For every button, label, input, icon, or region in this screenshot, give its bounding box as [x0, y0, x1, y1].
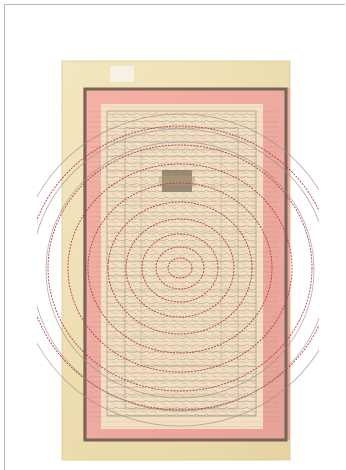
- paper-label: [110, 66, 134, 82]
- manuscript-text-body: [106, 110, 257, 417]
- manuscript-row-lines: [108, 140, 255, 397]
- central-ornament: [162, 170, 192, 192]
- red-concentric-spiral: [37, 125, 319, 411]
- outer-dark-frame: [83, 87, 288, 442]
- outer-gray-circles: [37, 113, 319, 427]
- side-text-bands: [89, 110, 278, 422]
- ornament-shadow: [159, 176, 195, 186]
